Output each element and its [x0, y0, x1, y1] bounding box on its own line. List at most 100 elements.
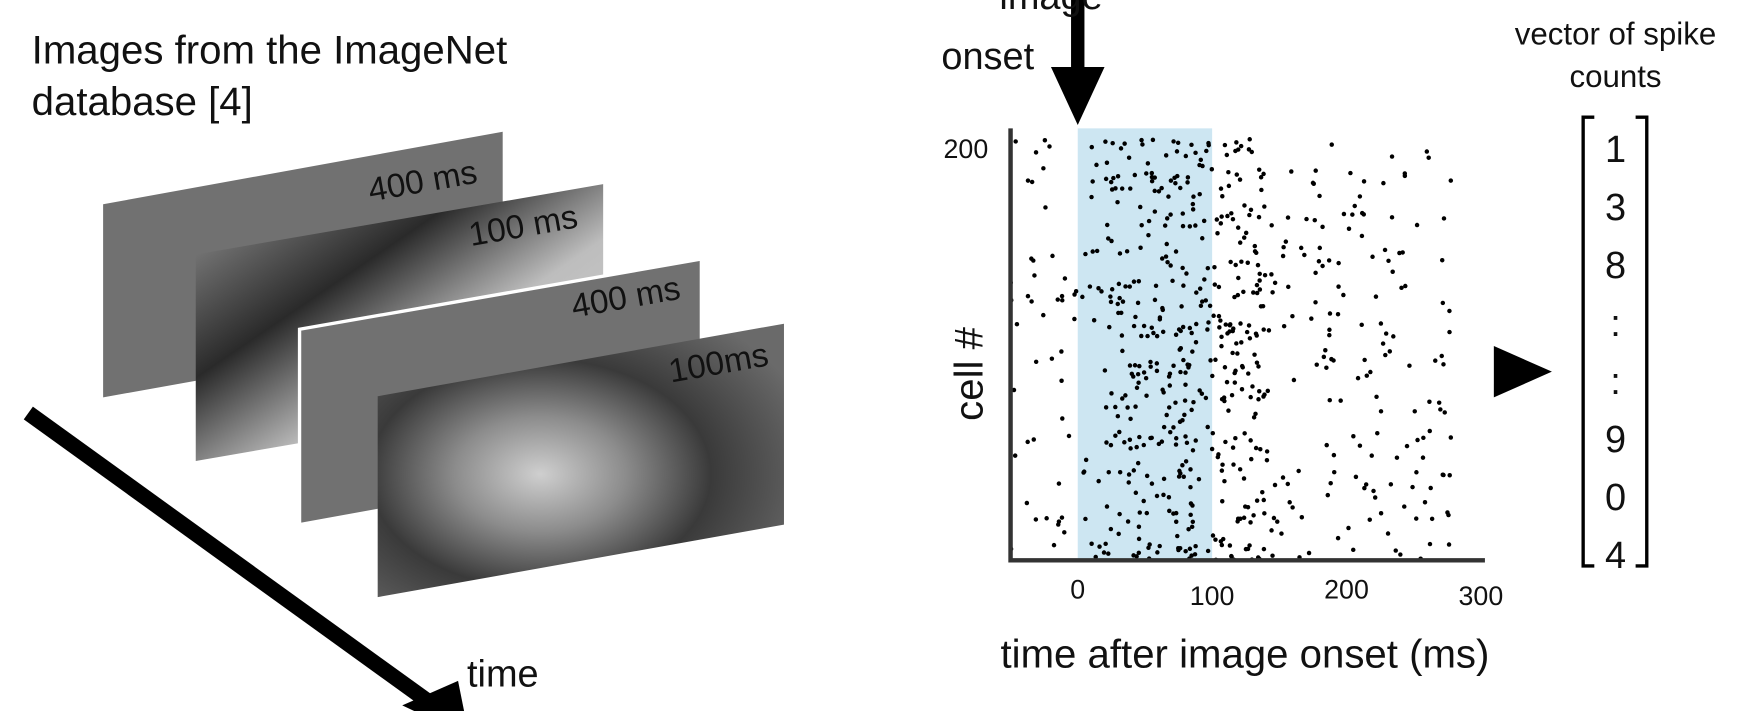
spike — [1180, 324, 1186, 330]
spike — [1424, 149, 1430, 154]
spike — [1261, 497, 1267, 503]
spike — [1448, 435, 1454, 440]
spike — [1203, 298, 1209, 303]
spike — [1144, 473, 1150, 479]
spike — [1206, 142, 1211, 148]
spike — [1355, 375, 1361, 381]
spike — [1251, 513, 1256, 518]
spike — [1178, 346, 1184, 351]
spike — [1298, 245, 1304, 251]
spike — [1327, 327, 1332, 333]
spike — [1357, 443, 1363, 448]
spike — [1108, 526, 1114, 532]
spike — [1124, 249, 1130, 254]
spike — [1389, 215, 1395, 220]
x-tick-label: 200 — [1324, 574, 1369, 604]
spike — [1033, 517, 1039, 522]
spike — [1166, 194, 1171, 199]
spike — [1242, 504, 1248, 509]
spike — [1233, 368, 1238, 374]
spike — [1317, 245, 1323, 251]
spike — [1331, 452, 1337, 458]
spike — [1122, 141, 1127, 146]
spike — [1359, 233, 1365, 239]
spike — [1299, 515, 1305, 520]
spike — [1346, 226, 1352, 231]
spike — [1427, 428, 1432, 434]
spike — [1441, 216, 1447, 221]
spike — [1184, 271, 1189, 276]
caption: database [4] — [32, 79, 253, 124]
spike — [1256, 214, 1262, 220]
spike — [1177, 545, 1183, 551]
spike — [1103, 405, 1109, 410]
spike — [1286, 284, 1291, 290]
spike — [1210, 373, 1215, 379]
spike — [1248, 207, 1254, 213]
spike — [1141, 323, 1147, 329]
spike — [1378, 321, 1384, 326]
spike — [1357, 194, 1363, 199]
spike — [1222, 478, 1227, 484]
spike — [1218, 318, 1223, 323]
spike — [1412, 409, 1417, 414]
spike — [1127, 437, 1133, 442]
spike — [1252, 352, 1257, 357]
spike — [1189, 524, 1195, 530]
spike — [1149, 325, 1155, 330]
spike — [1226, 169, 1231, 175]
spike — [1029, 179, 1035, 185]
spike — [1387, 349, 1393, 354]
spike — [1236, 275, 1241, 281]
spike — [1152, 188, 1157, 194]
spike — [1154, 333, 1160, 339]
spike — [1047, 144, 1052, 149]
spike — [1173, 180, 1178, 186]
spike — [1117, 251, 1123, 256]
spike — [1180, 223, 1186, 229]
spike — [1090, 179, 1095, 184]
spike — [1115, 301, 1120, 307]
spike — [1237, 467, 1243, 472]
spike — [1210, 533, 1216, 538]
spike — [1123, 284, 1128, 289]
spike — [1080, 294, 1085, 300]
spike — [1223, 439, 1228, 445]
spike — [1118, 146, 1124, 151]
spike — [1213, 357, 1218, 363]
spike — [1448, 178, 1454, 183]
spike — [1151, 330, 1156, 336]
spike — [1399, 285, 1404, 291]
spike — [1244, 329, 1250, 335]
spike — [1252, 249, 1258, 254]
spike — [1137, 363, 1142, 369]
spike — [1146, 545, 1151, 551]
spike — [1302, 252, 1307, 258]
spike — [1262, 204, 1267, 209]
spike — [1189, 142, 1194, 148]
spike — [1182, 398, 1188, 403]
spike — [1429, 516, 1435, 522]
spike — [1137, 510, 1143, 515]
spike — [1108, 299, 1114, 305]
onset-label: image — [999, 0, 1102, 18]
spike — [1190, 207, 1196, 212]
vector-entry: : — [1610, 303, 1621, 345]
spike — [1402, 504, 1407, 509]
spike — [1135, 371, 1141, 377]
spike — [1183, 153, 1189, 159]
spike — [1199, 391, 1205, 396]
spike — [1125, 405, 1130, 410]
spike — [1258, 304, 1264, 309]
spike — [1183, 434, 1188, 439]
spike — [1275, 519, 1280, 524]
spike — [1317, 193, 1322, 199]
spike — [1245, 546, 1251, 552]
spike — [1216, 313, 1222, 319]
raster-plot: 0 100 200 300 200 cell # time after image onse… — [944, 0, 1503, 676]
spike — [1285, 481, 1291, 487]
spike — [1104, 440, 1109, 445]
spike — [1404, 443, 1410, 449]
spike — [1131, 323, 1137, 329]
spike — [1320, 263, 1325, 269]
